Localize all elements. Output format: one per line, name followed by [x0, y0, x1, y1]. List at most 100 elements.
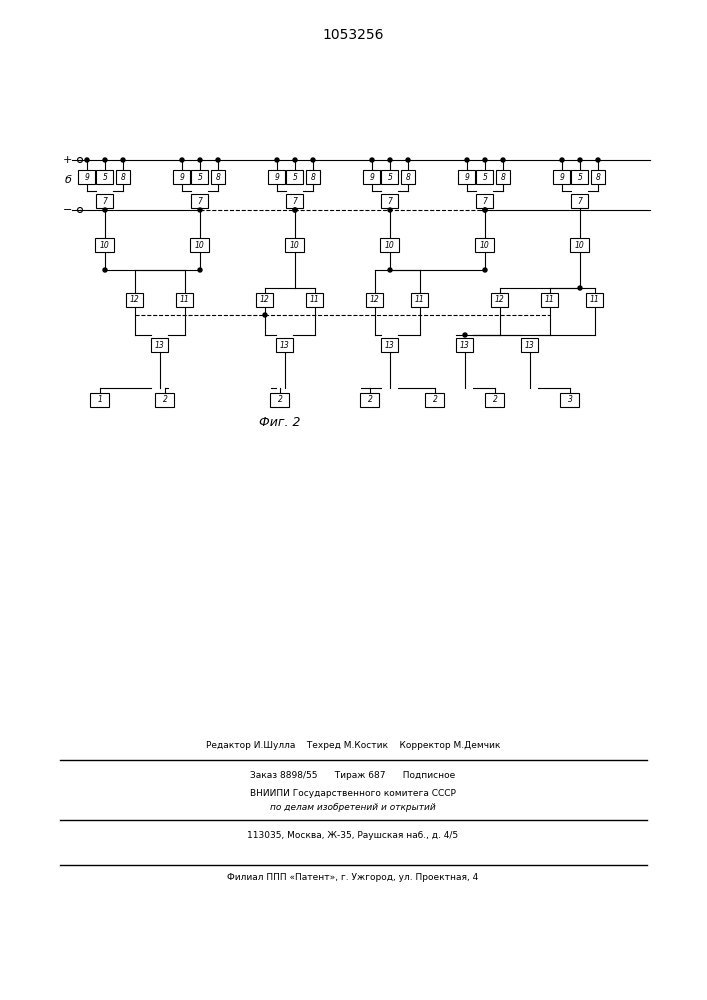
Bar [366, 293, 383, 307]
Bar [561, 393, 580, 407]
Text: 7: 7 [387, 196, 392, 206]
Text: 10: 10 [100, 240, 110, 249]
Bar [211, 170, 225, 184]
Text: 13: 13 [280, 340, 290, 350]
Bar [382, 170, 399, 184]
Text: 2: 2 [493, 395, 498, 404]
Text: 9: 9 [85, 172, 90, 182]
Text: 7: 7 [103, 196, 107, 206]
Text: 10: 10 [480, 240, 490, 249]
Circle shape [198, 268, 202, 272]
Text: Фиг. 2: Фиг. 2 [259, 416, 300, 428]
Bar [190, 238, 209, 252]
Text: 11: 11 [590, 296, 600, 304]
Circle shape [483, 208, 487, 212]
Bar [95, 238, 115, 252]
Bar [363, 170, 380, 184]
Bar [307, 293, 324, 307]
Text: 5: 5 [578, 172, 583, 182]
Text: 13: 13 [155, 340, 165, 350]
Circle shape [501, 158, 505, 162]
Bar [382, 338, 399, 352]
Text: Заказ 8898/55      Тираж 687      Подписное: Заказ 8898/55 Тираж 687 Подписное [250, 770, 455, 780]
Circle shape [293, 208, 297, 212]
Bar [192, 194, 209, 208]
Text: 1053256: 1053256 [322, 28, 384, 42]
Text: 10: 10 [385, 240, 395, 249]
Bar [90, 393, 110, 407]
Bar [116, 170, 130, 184]
Text: 10: 10 [195, 240, 205, 249]
Bar [476, 238, 494, 252]
Circle shape [103, 158, 107, 162]
Bar [96, 170, 114, 184]
Bar [411, 293, 428, 307]
Bar [477, 170, 493, 184]
Text: 2: 2 [278, 395, 282, 404]
Text: 8: 8 [310, 172, 315, 182]
Bar [382, 194, 399, 208]
Text: 9: 9 [464, 172, 469, 182]
Circle shape [388, 158, 392, 162]
Bar [78, 170, 95, 184]
Bar [426, 393, 445, 407]
Bar [496, 170, 510, 184]
Circle shape [311, 158, 315, 162]
Text: 13: 13 [460, 340, 470, 350]
Circle shape [103, 268, 107, 272]
Text: 5: 5 [483, 172, 487, 182]
Text: 12: 12 [495, 296, 505, 304]
Text: 113035, Москва, Ж-35, Раушская наб., д. 4/5: 113035, Москва, Ж-35, Раушская наб., д. … [247, 830, 459, 840]
Circle shape [388, 268, 392, 272]
Bar [491, 293, 508, 307]
Text: 2: 2 [433, 395, 438, 404]
Bar [361, 393, 380, 407]
Text: 8: 8 [595, 172, 600, 182]
Circle shape [121, 158, 125, 162]
Circle shape [198, 208, 202, 212]
Text: 7: 7 [293, 196, 298, 206]
Circle shape [198, 158, 202, 162]
Bar [151, 338, 168, 352]
Circle shape [560, 158, 564, 162]
Text: 8: 8 [216, 172, 221, 182]
Text: 13: 13 [385, 340, 395, 350]
Circle shape [406, 158, 410, 162]
Text: 9: 9 [180, 172, 185, 182]
Bar [459, 170, 476, 184]
Text: 9: 9 [559, 172, 564, 182]
Text: б: б [65, 175, 72, 185]
Circle shape [483, 268, 487, 272]
Bar [380, 238, 399, 252]
Circle shape [596, 158, 600, 162]
Bar [286, 238, 305, 252]
Circle shape [275, 158, 279, 162]
Bar [286, 170, 303, 184]
Circle shape [483, 208, 487, 212]
Bar [127, 293, 144, 307]
Bar [271, 393, 289, 407]
Bar [276, 338, 293, 352]
Text: 3: 3 [568, 395, 573, 404]
Circle shape [578, 286, 582, 290]
Text: Филиал ППП «Патент», г. Ужгород, ул. Проектная, 4: Филиал ППП «Патент», г. Ужгород, ул. Про… [228, 872, 479, 882]
Text: ВНИИПИ Государственного комитега СССР: ВНИИПИ Государственного комитега СССР [250, 788, 456, 798]
Text: 11: 11 [180, 296, 190, 304]
Text: 8: 8 [406, 172, 411, 182]
Text: 1: 1 [98, 395, 103, 404]
Text: 12: 12 [370, 296, 380, 304]
Text: 2: 2 [163, 395, 168, 404]
Circle shape [293, 208, 297, 212]
Text: 7: 7 [578, 196, 583, 206]
Bar [587, 293, 604, 307]
Bar [257, 293, 274, 307]
Bar [591, 170, 605, 184]
Text: по делам изобретений и открытий: по делам изобретений и открытий [270, 802, 436, 812]
Text: 5: 5 [387, 172, 392, 182]
Text: 5: 5 [293, 172, 298, 182]
Text: 9: 9 [274, 172, 279, 182]
Text: 5: 5 [197, 172, 202, 182]
Text: 5: 5 [103, 172, 107, 182]
Text: 8: 8 [121, 172, 125, 182]
Text: −: − [63, 205, 72, 215]
